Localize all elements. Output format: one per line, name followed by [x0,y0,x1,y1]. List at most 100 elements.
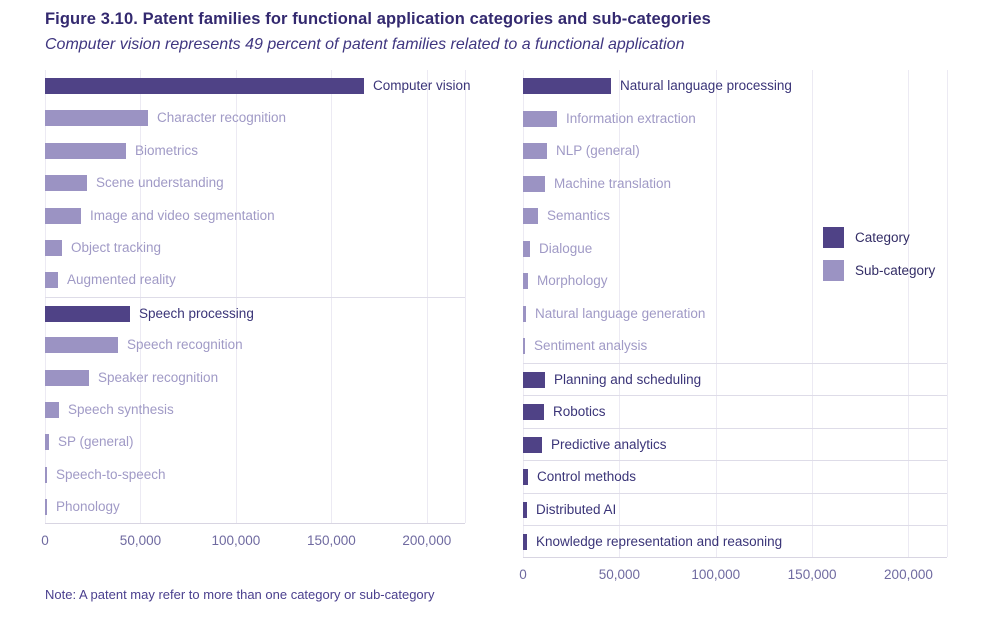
right-bar-chart: Natural language processing Information e… [519,70,948,582]
subcategory-bar [45,207,81,224]
subcategory-bar [45,337,118,354]
chart-row: Predictive analytics [523,427,947,461]
legend: Category Sub-category [823,227,935,281]
chart-row: Object tracking [45,232,465,264]
axis-tick-label: 150,000 [787,566,837,582]
subcategory-bar [45,499,47,516]
gridline [908,70,910,557]
bar-label: Augmented reality [67,272,176,288]
chart-row: Speaker recognition [45,362,465,394]
bar-label: Robotics [553,404,606,419]
bar-label: Planning and scheduling [554,371,702,387]
chart-row: Speech processing [45,296,465,329]
subcategory-bar [523,240,530,257]
bar-label: Semantics [547,208,611,223]
chart-row: Computer vision [45,70,471,102]
bar-label: Image and video segmentation [90,207,275,223]
chart-row: Dialogue [523,233,947,266]
chart-row: Biometrics [45,135,465,167]
chart-row: SP (general) [45,426,465,458]
chart-row: Natural language generation [523,298,947,331]
axis-tick-label: 50,000 [598,566,641,582]
plot-area: Natural language processing Information e… [523,70,948,558]
legend-item-subcategory: Sub-category [823,260,935,281]
bar-label: Speech synthesis [68,401,174,417]
figure-title: Figure 3.10. Patent families for functio… [45,10,711,28]
bar-label: Phonology [56,499,120,515]
chart-row: Speech recognition [45,329,465,361]
bar-label: Speech-to-speech [56,466,166,482]
subcategory-bar [45,239,62,256]
bar-label: Biometrics [135,142,199,158]
gridline [619,70,621,557]
figure-subtitle: Computer vision represents 49 percent of… [45,36,685,53]
chart-row: Image and video segmentation [45,200,465,232]
chart-row: Information extraction [523,103,947,136]
bar-label: Natural language generation [535,305,706,321]
chart-row: Character recognition [45,102,465,134]
category-bar [523,78,611,94]
subcategory-bar [523,273,528,289]
bar-label: Character recognition [157,110,287,126]
chart-row: Control methods [523,460,947,493]
subcategory-bar [45,434,49,451]
bar-label: Scene understanding [96,175,224,191]
category-bar [523,371,545,388]
category-swatch [823,227,844,248]
gridline [812,70,814,557]
chart-row: NLP (general) [523,135,947,168]
x-axis: 0 50,000 100,000 150,000 200,000 [41,532,465,553]
subcategory-bar [523,143,547,159]
chart-row: Planning and scheduling [523,362,947,396]
bar-label: Distributed AI [536,501,617,517]
bar-label: Dialogue [539,240,593,256]
bar-label: Machine translation [554,175,672,191]
legend-item-category: Category [823,227,935,248]
chart-row: Knowledge representation and reasoning [523,525,947,558]
axis-tick-label: 150,000 [306,532,356,548]
bar-label: Computer vision [373,78,471,93]
gridline [426,70,428,523]
axis-tick-label: 0 [41,532,49,548]
chart-row: Machine translation [523,168,947,201]
subcategory-bar [45,369,89,386]
subcategory-bar [45,401,59,418]
bar-label: Control methods [537,469,637,484]
subcategory-bar [523,338,525,354]
axis-tick-label: 200,000 [402,532,452,548]
chart-row: Sentiment analysis [523,330,947,363]
category-bar [523,436,542,453]
bar-label: Speech recognition [127,337,243,353]
subcategory-bar [523,175,545,192]
subcategory-bar [523,208,538,224]
bar-label: Information extraction [566,110,696,126]
category-bar [45,305,130,322]
axis-tick-label: 50,000 [119,532,162,548]
axis-tick-label: 0 [519,566,527,582]
chart-row: Speech-to-speech [45,459,465,491]
category-bar [523,534,527,550]
subcategory-bar [45,175,87,192]
bar-label: Knowledge representation and reasoning [536,534,783,549]
gridline [465,70,466,523]
subcategory-bar [45,110,148,127]
bar-label: Sentiment analysis [534,338,648,353]
left-bar-chart: Computer vision Character recognition Biom… [41,70,471,548]
subcategory-bar [45,272,58,289]
figure-note: Note: A patent may refer to more than on… [45,587,435,602]
gridline [331,70,333,523]
chart-row: Scene understanding [45,167,465,199]
bar-label: NLP (general) [556,143,640,158]
subcategory-bar [523,305,526,322]
x-axis: 0 50,000 100,000 150,000 200,000 [519,566,947,587]
plot-area: Computer vision Character recognition Biom… [45,70,471,524]
bar-label: Morphology [537,273,608,288]
axis-tick-label: 100,000 [691,566,741,582]
gridline [140,70,142,523]
chart-row: Distributed AI [523,492,947,526]
chart-row: Morphology [523,265,947,298]
bar-label: Speaker recognition [98,369,219,385]
bar-label: Natural language processing [620,78,792,93]
category-bar [523,404,544,420]
chart-row: Augmented reality [45,264,465,296]
